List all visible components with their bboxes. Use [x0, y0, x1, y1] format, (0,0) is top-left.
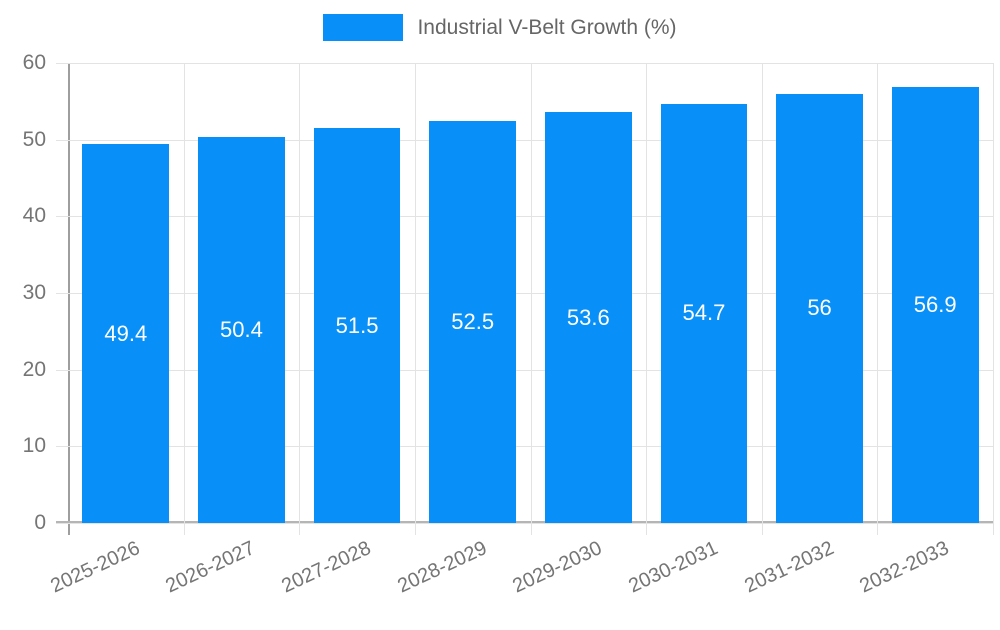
bar-2027-2028[interactable]: 51.5: [313, 128, 401, 523]
plot-area: 0 10 20 30 40 50 60 49.4 2025-2026 50.4 2026-2027 5…: [23, 51, 994, 597]
y-tick-label-60: 60: [22, 51, 46, 74]
bar-value-label: 56.9: [913, 291, 957, 317]
legend-swatch-icon: [323, 14, 404, 41]
y-tick-label-10: 10: [22, 434, 46, 458]
gridline-x-4: [530, 63, 532, 535]
y-tick-label-20: 20: [22, 357, 46, 381]
gridline-x-5: [646, 63, 648, 535]
bar-2026-2027[interactable]: 50.4: [198, 136, 285, 523]
gridline-y-20: [56, 369, 993, 371]
y-tick-label-50: 50: [22, 127, 46, 151]
gridline-y-30: [56, 293, 993, 294]
gridline-y-50: [56, 139, 993, 141]
gridline-x-2: [299, 63, 301, 535]
gridline-x-3: [414, 63, 416, 535]
y-tick-label-40: 40: [22, 204, 46, 228]
gridline-y-0: [56, 523, 993, 524]
bar-value-label: 49.4: [104, 320, 148, 346]
bar-value-label: 52.5: [451, 308, 495, 334]
legend[interactable]: Industrial V-Belt Growth (%): [0, 14, 1000, 41]
bar-chart: Industrial V-Belt Growth (%) 0 10 20 30 40 50…: [0, 14, 1000, 598]
bar-2031-2032[interactable]: 56: [776, 93, 863, 523]
bar-value-label: 51.5: [335, 312, 379, 338]
y-tick-label-30: 30: [22, 281, 46, 304]
gridline-y-40: [56, 216, 993, 218]
bar-value-label: 53.6: [566, 304, 610, 330]
bar-value-label: 56: [807, 295, 832, 321]
bar-value-label: 54.7: [682, 300, 726, 326]
bar-2032-2033[interactable]: 56.9: [891, 86, 979, 523]
gridline-x-1: [183, 63, 185, 535]
gridline-y-60: [56, 63, 993, 64]
bar-2029-2030[interactable]: 53.6: [544, 112, 632, 523]
gridline-y-10: [56, 446, 993, 448]
gridline-x-6: [761, 63, 763, 535]
bar-2025-2026[interactable]: 49.4: [82, 144, 170, 523]
legend-label: Industrial V-Belt Growth (%): [417, 15, 677, 39]
gridline-x-8: [993, 63, 994, 535]
bar-2030-2031[interactable]: 54.7: [660, 103, 748, 523]
gridline-x-7: [877, 63, 879, 535]
y-tick-label-0: 0: [34, 511, 46, 534]
x-axis-line: [56, 521, 993, 523]
bar-value-label: 50.4: [220, 316, 263, 342]
y-axis-line: [68, 63, 70, 535]
bar-2028-2029[interactable]: 52.5: [429, 120, 517, 523]
